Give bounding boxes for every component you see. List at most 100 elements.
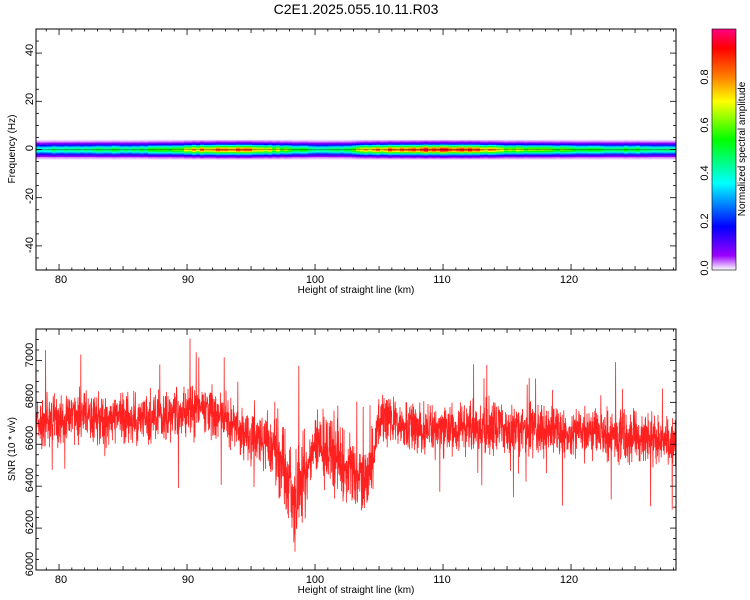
heat-cell [492, 143, 497, 145]
heat-cell [144, 155, 149, 158]
heat-cell [368, 144, 373, 147]
heat-cell [140, 149, 145, 152]
heat-cell [52, 150, 57, 153]
heat-cell [400, 155, 405, 158]
heat-cell [52, 157, 57, 160]
y-tick-label: -20 [24, 188, 36, 204]
heat-cell [236, 157, 241, 160]
heat-cell [292, 145, 297, 148]
heat-cell [632, 142, 637, 144]
heat-cell [256, 157, 261, 160]
heat-cell [180, 154, 185, 156]
heat-cell [344, 155, 349, 158]
heat-cell [380, 148, 385, 150]
heat-cell [48, 143, 53, 145]
heat-cell [504, 149, 509, 152]
heat-cell [664, 149, 669, 152]
heat-cell [168, 153, 173, 155]
heat-cell [672, 150, 676, 153]
heat-cell [228, 156, 233, 159]
heat-cell [228, 153, 233, 155]
heat-cell [396, 139, 401, 142]
heat-cell [572, 142, 577, 144]
heat-cell [664, 144, 669, 147]
heat-cell [184, 156, 189, 159]
heat-cell [288, 150, 293, 153]
heat-cell [576, 154, 581, 156]
heat-cell [292, 154, 297, 156]
heat-cell [648, 142, 653, 144]
heat-cell [224, 151, 229, 154]
heat-cell [340, 155, 345, 158]
heat-cell [140, 142, 145, 144]
heat-cell [328, 156, 333, 159]
heat-cell [216, 150, 221, 153]
heat-cell [556, 144, 561, 147]
heat-cell [40, 149, 45, 152]
heat-cell [184, 150, 189, 153]
heat-cell [108, 148, 113, 150]
heat-cell [88, 156, 93, 159]
heat-cell [672, 147, 676, 149]
heat-cell [568, 153, 573, 155]
heat-cell [416, 151, 421, 154]
heat-cell [240, 142, 245, 144]
heat-cell [452, 155, 457, 158]
heat-cell [240, 139, 245, 142]
heat-cell [340, 153, 345, 155]
heat-cell [500, 143, 505, 145]
heat-cell [304, 145, 309, 148]
heat-cell [68, 149, 73, 152]
heat-cell [200, 147, 205, 149]
heat-cell [300, 156, 305, 159]
heat-cell [144, 154, 149, 156]
heat-cell [64, 153, 69, 155]
heat-cell [72, 149, 77, 152]
heat-cell [492, 142, 497, 144]
heat-cell [380, 143, 385, 145]
heat-cell [328, 147, 333, 149]
heat-cell [272, 147, 277, 149]
heat-cell [336, 139, 341, 142]
heat-cell [136, 144, 141, 147]
heat-cell [132, 145, 137, 148]
heat-cell [568, 141, 573, 143]
heat-cell [112, 154, 117, 156]
heat-cell [464, 153, 469, 155]
heat-cell [368, 154, 373, 156]
heat-cell [576, 145, 581, 148]
heat-cell [536, 157, 541, 160]
heat-cell [372, 151, 377, 154]
heat-cell [412, 141, 417, 143]
heat-cell [168, 143, 173, 145]
heat-cell [272, 150, 277, 153]
heat-cell [244, 155, 249, 158]
heat-cell [300, 148, 305, 150]
heat-cell [400, 154, 405, 156]
heat-cell [228, 144, 233, 147]
y-tick-label: 20 [24, 93, 36, 105]
heat-cell [620, 148, 625, 150]
heat-cell [284, 141, 289, 143]
heat-cell [44, 139, 49, 142]
heat-cell [564, 157, 569, 160]
heat-cell [204, 157, 209, 160]
heat-cell [552, 148, 557, 150]
heat-cell [356, 143, 361, 145]
heat-cell [140, 139, 145, 142]
heat-cell [668, 151, 673, 154]
heat-cell [460, 144, 465, 147]
heat-cell [332, 147, 337, 149]
heat-cell [232, 145, 237, 148]
heat-cell [228, 148, 233, 150]
heat-cell [304, 151, 309, 154]
heat-cell [604, 156, 609, 159]
heat-cell [384, 141, 389, 143]
heat-cell [424, 143, 429, 145]
heat-cell [396, 154, 401, 156]
heat-cell [628, 155, 633, 158]
heat-cell [232, 156, 237, 159]
heat-cell [548, 147, 553, 149]
heat-cell [380, 141, 385, 143]
heat-cell [40, 139, 45, 142]
